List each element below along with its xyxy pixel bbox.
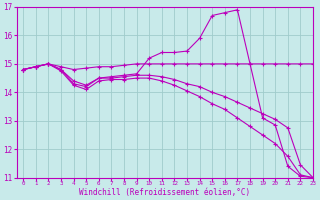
X-axis label: Windchill (Refroidissement éolien,°C): Windchill (Refroidissement éolien,°C) — [79, 188, 251, 197]
